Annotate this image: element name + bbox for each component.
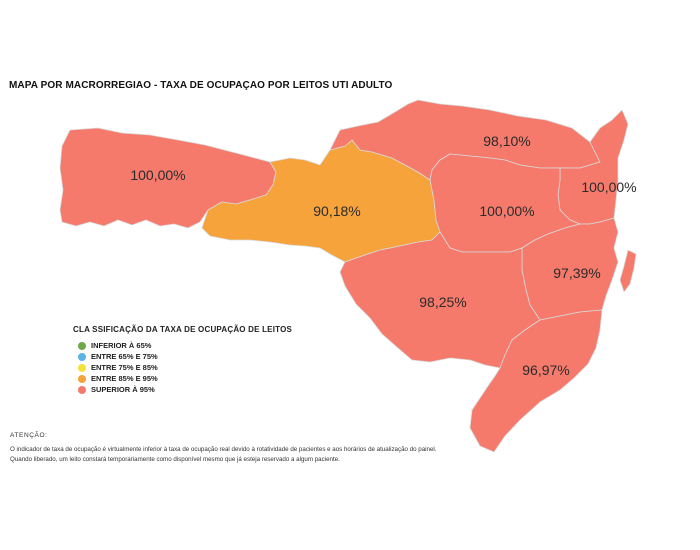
legend-label: ENTRE 85% E 95% [91, 374, 158, 383]
region-label-vale-itajai: 100,00% [479, 203, 534, 219]
region-label-nordeste: 100,00% [581, 179, 636, 195]
region-label-meio-oeste: 90,18% [313, 203, 360, 219]
region-extremo-oeste[interactable] [59, 127, 277, 229]
region-label-serra: 98,25% [419, 294, 466, 310]
map-title: MAPA POR MACRORREGIAO - TAXA DE OCUPAÇAO… [9, 80, 393, 91]
legend-item: ENTRE 65% E 75% [78, 351, 292, 362]
legend-item: ENTRE 75% E 85% [78, 362, 292, 373]
legend-item: SUPERIOR À 95% [78, 384, 292, 395]
legend-dot-icon [78, 352, 86, 361]
legend-title: CLA SSIFICAÇÃO DA TAXA DE OCUPAÇÃO DE LE… [73, 325, 293, 334]
legend-dot-icon [78, 385, 86, 394]
region-label-sul: 96,97% [522, 362, 569, 378]
region-sul[interactable] [469, 309, 603, 453]
legend-label: SUPERIOR À 95% [91, 385, 155, 394]
notice-line: Quando liberado, um leito constará tempo… [10, 456, 340, 463]
legend-item: INFERIOR À 65% [78, 340, 292, 351]
region-label-grande-florianopolis: 97,39% [553, 265, 600, 281]
legend-label: ENTRE 65% E 75% [91, 352, 158, 361]
notice-title: ATENÇÃO: [10, 432, 48, 439]
notice: ATENÇÃO: O indicador de taxa de ocupação… [10, 432, 630, 465]
legend-item: ENTRE 85% E 95% [78, 373, 292, 384]
notice-line: O indicador de taxa de ocupação é virtua… [10, 446, 437, 453]
region-label-planalto-norte: 98,10% [483, 133, 530, 149]
legend-label: ENTRE 75% E 85% [91, 363, 158, 372]
legend-dot-icon [78, 374, 86, 383]
legend-label: INFERIOR À 65% [91, 341, 152, 350]
legend-dot-icon [78, 341, 86, 350]
region-label-extremo-oeste: 100,00% [130, 167, 185, 183]
legend: CLA SSIFICAÇÃO DA TAXA DE OCUPAÇÃO DE LE… [73, 325, 292, 395]
legend-dot-icon [78, 363, 86, 372]
